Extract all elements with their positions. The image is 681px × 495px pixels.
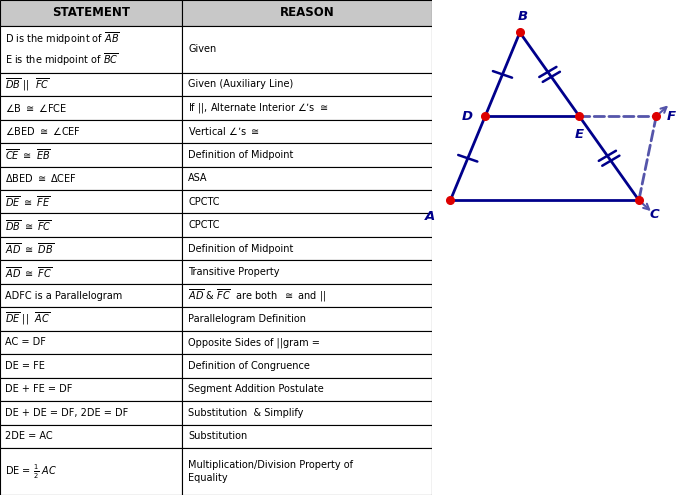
Bar: [0, 120, 182, 143]
Text: CPCTC: CPCTC: [188, 197, 219, 207]
Text: Transitive Property: Transitive Property: [188, 267, 280, 277]
Bar: [0, 96, 182, 120]
Bar: [0, 331, 182, 354]
Bar: [182, 213, 432, 237]
Text: $\overline{CE}$ $\cong$ $\overline{EB}$: $\overline{CE}$ $\cong$ $\overline{EB}$: [5, 148, 51, 162]
Text: $\angle$BED $\cong$ $\angle$CEF: $\angle$BED $\cong$ $\angle$CEF: [5, 125, 81, 137]
Bar: [0, 26, 182, 73]
Text: D: D: [462, 110, 473, 123]
Text: DE = FE: DE = FE: [5, 361, 45, 371]
Text: Given: Given: [188, 44, 217, 54]
Bar: [182, 331, 432, 354]
Text: F: F: [667, 110, 676, 123]
Text: $\overline{DE}$ ||  $\overline{AC}$: $\overline{DE}$ || $\overline{AC}$: [5, 311, 50, 327]
Text: Parallelogram Definition: Parallelogram Definition: [188, 314, 306, 324]
Text: A: A: [425, 210, 435, 223]
Text: If ||, Alternate Interior $\angle$’s $\cong$: If ||, Alternate Interior $\angle$’s $\c…: [188, 101, 328, 115]
Bar: [0, 0, 182, 26]
Text: DE + DE = DF, 2DE = DF: DE + DE = DF, 2DE = DF: [5, 408, 129, 418]
Bar: [182, 96, 432, 120]
Bar: [182, 448, 432, 495]
Bar: [0, 307, 182, 331]
Text: REASON: REASON: [280, 6, 334, 19]
Bar: [182, 237, 432, 260]
Bar: [0, 448, 182, 495]
Text: Opposite Sides of ||gram =: Opposite Sides of ||gram =: [188, 337, 320, 348]
Bar: [0, 260, 182, 284]
Bar: [182, 378, 432, 401]
Text: $\overline{AD}$ $\cong$ $\overline{FC}$: $\overline{AD}$ $\cong$ $\overline{FC}$: [5, 265, 52, 280]
Bar: [182, 120, 432, 143]
Bar: [182, 166, 432, 190]
Text: Definition of Midpoint: Definition of Midpoint: [188, 150, 294, 160]
Text: ADFC is a Parallelogram: ADFC is a Parallelogram: [5, 291, 123, 300]
Bar: [182, 354, 432, 378]
Text: $\overline{AD}$ & $\overline{FC}$  are both  $\cong$ and ||: $\overline{AD}$ & $\overline{FC}$ are bo…: [188, 288, 326, 304]
Bar: [182, 284, 432, 307]
Bar: [0, 237, 182, 260]
Text: $\overline{AD}$ $\cong$ $\overline{DB}$: $\overline{AD}$ $\cong$ $\overline{DB}$: [5, 241, 54, 256]
Text: $\overline{DB}$ ||  $\overline{FC}$: $\overline{DB}$ || $\overline{FC}$: [5, 76, 50, 93]
Text: $\overline{DB}$ $\cong$ $\overline{FC}$: $\overline{DB}$ $\cong$ $\overline{FC}$: [5, 218, 52, 233]
Bar: [0, 378, 182, 401]
Bar: [0, 190, 182, 213]
Text: 2DE = AC: 2DE = AC: [5, 431, 53, 442]
Bar: [182, 425, 432, 448]
Text: D is the midpoint of $\overline{AB}$
E is the midpoint of $\overline{BC}$: D is the midpoint of $\overline{AB}$ E i…: [5, 30, 120, 68]
Text: Definition of Midpoint: Definition of Midpoint: [188, 244, 294, 253]
Bar: [0, 166, 182, 190]
Text: AC = DF: AC = DF: [5, 338, 46, 347]
Bar: [182, 143, 432, 166]
Bar: [0, 425, 182, 448]
Text: Vertical $\angle$’s $\cong$: Vertical $\angle$’s $\cong$: [188, 125, 259, 137]
Bar: [182, 260, 432, 284]
Text: CPCTC: CPCTC: [188, 220, 219, 230]
Bar: [182, 0, 432, 26]
Text: Given (Auxiliary Line): Given (Auxiliary Line): [188, 79, 294, 90]
Bar: [182, 190, 432, 213]
Bar: [182, 73, 432, 96]
Text: STATEMENT: STATEMENT: [52, 6, 130, 19]
Bar: [0, 401, 182, 425]
Text: Segment Addition Postulate: Segment Addition Postulate: [188, 385, 324, 395]
Bar: [182, 307, 432, 331]
Bar: [0, 213, 182, 237]
Text: DE + FE = DF: DE + FE = DF: [5, 385, 73, 395]
Bar: [182, 26, 432, 73]
Bar: [182, 401, 432, 425]
Text: Multiplication/Division Property of
Equality: Multiplication/Division Property of Equa…: [188, 460, 353, 483]
Text: DE = $\frac{1}{2}$ $\it{AC}$: DE = $\frac{1}{2}$ $\it{AC}$: [5, 462, 57, 481]
Text: Substitution: Substitution: [188, 431, 247, 442]
Text: $\Delta$BED $\cong$ $\Delta$CEF: $\Delta$BED $\cong$ $\Delta$CEF: [5, 172, 77, 184]
Text: Substitution  & Simplify: Substitution & Simplify: [188, 408, 304, 418]
Text: E: E: [575, 128, 584, 142]
Text: $\angle$B $\cong$ $\angle$FCE: $\angle$B $\cong$ $\angle$FCE: [5, 102, 67, 114]
Text: $\overline{DE}$ $\cong$ $\overline{FE}$: $\overline{DE}$ $\cong$ $\overline{FE}$: [5, 195, 51, 209]
Text: Definition of Congruence: Definition of Congruence: [188, 361, 310, 371]
Bar: [0, 73, 182, 96]
Bar: [0, 143, 182, 166]
Text: B: B: [518, 10, 528, 23]
Text: C: C: [649, 207, 659, 221]
Bar: [0, 354, 182, 378]
Text: ASA: ASA: [188, 173, 208, 183]
Bar: [0, 284, 182, 307]
